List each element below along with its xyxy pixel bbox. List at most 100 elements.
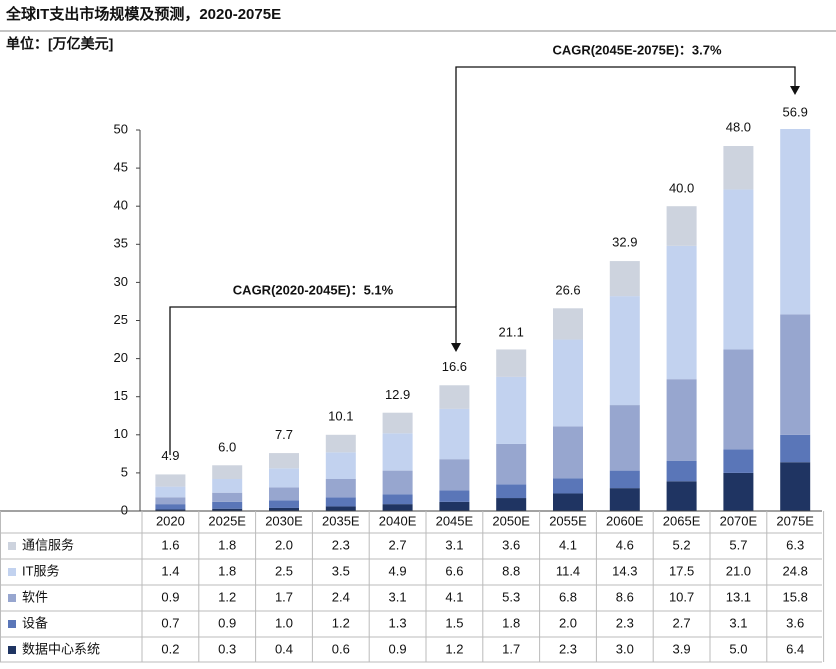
bar-segment <box>212 501 243 509</box>
y-tick-label: 40 <box>114 198 128 213</box>
x-tick-label: 2035E <box>322 513 360 528</box>
table-cell: 2.0 <box>559 615 577 630</box>
x-tick-label: 2070E <box>720 513 758 528</box>
table-cell: 24.8 <box>783 563 808 578</box>
annotation: CAGR(2045E-2075E)：3.7% <box>552 42 722 57</box>
table-cell: 3.1 <box>389 589 407 604</box>
table-cell: 3.0 <box>616 641 634 656</box>
table-cell: 0.4 <box>275 641 293 656</box>
bar-segment <box>609 405 640 471</box>
table-cell: 8.6 <box>616 589 634 604</box>
arrow-head <box>790 86 800 95</box>
table-cell: 2.3 <box>559 641 577 656</box>
x-tick-label: 2065E <box>663 513 701 528</box>
bar-segment <box>553 426 583 479</box>
bar-segment <box>666 481 697 511</box>
table-cell: 1.7 <box>502 641 520 656</box>
bar-segment <box>382 504 413 511</box>
bar-segment <box>212 478 243 493</box>
bar-segment <box>496 443 527 485</box>
bar-segment <box>609 261 640 297</box>
table-cell: 4.1 <box>445 589 463 604</box>
legend-swatch <box>8 568 16 576</box>
bar-segment <box>723 189 754 350</box>
bar-segment <box>780 462 811 511</box>
total-label: 32.9 <box>612 235 637 250</box>
total-label: 26.6 <box>555 283 580 298</box>
table-cell: 2.7 <box>673 615 691 630</box>
bar-segment <box>723 449 754 473</box>
table-cell: 1.8 <box>218 537 236 552</box>
table-cell: 0.9 <box>218 615 236 630</box>
cagr-connector <box>169 306 457 455</box>
bar-segment <box>609 470 640 489</box>
table-cell: 3.6 <box>786 615 804 630</box>
x-tick-label: 2060E <box>606 513 644 528</box>
table-cell: 1.8 <box>218 563 236 578</box>
table-cell: 0.3 <box>218 641 236 656</box>
table-cell: 2.4 <box>332 589 350 604</box>
table-cell: 2.0 <box>275 537 293 552</box>
y-tick-label: 10 <box>114 426 128 441</box>
table-cell: 1.7 <box>275 589 293 604</box>
x-tick-label: 2050E <box>492 513 530 528</box>
bar-segment <box>212 465 243 479</box>
table-cell: 3.1 <box>729 615 747 630</box>
annotation: CAGR(2020-2045E)：5.1% <box>233 282 394 297</box>
y-tick-label: 0 <box>121 502 128 517</box>
table-cell: 3.5 <box>332 563 350 578</box>
bar-segment <box>439 408 470 460</box>
table-cell: 4.9 <box>389 563 407 578</box>
bar-segment <box>325 434 356 453</box>
table-cell: 4.6 <box>616 537 634 552</box>
total-label: 21.1 <box>499 325 524 340</box>
table-cell: 14.3 <box>612 563 637 578</box>
table-cell: 17.5 <box>669 563 694 578</box>
bar-segment <box>553 478 583 494</box>
bar-segment <box>780 434 811 463</box>
x-tick-label: 2045E <box>436 513 474 528</box>
bar-segment <box>155 509 186 511</box>
total-label: 16.6 <box>442 359 467 374</box>
bar-segment <box>269 453 299 469</box>
bar-segment <box>155 474 186 487</box>
table-cell: 1.5 <box>445 615 463 630</box>
y-tick-label: 30 <box>114 274 128 289</box>
bar-segment <box>723 349 754 450</box>
bar-segment <box>496 498 527 511</box>
legend-swatch <box>8 594 16 602</box>
total-label: 6.0 <box>218 440 236 455</box>
y-tick-label: 5 <box>121 464 128 479</box>
bar-segment <box>666 460 697 482</box>
table-cell: 6.4 <box>786 641 804 656</box>
table-cell: 3.9 <box>673 641 691 656</box>
table-cell: 2.7 <box>389 537 407 552</box>
legend-swatch <box>8 646 16 654</box>
legend-label: 软件 <box>22 589 48 604</box>
y-tick-label: 45 <box>114 160 128 175</box>
legend-label: IT服务 <box>22 563 60 578</box>
bar-segment <box>212 508 243 511</box>
table-cell: 1.2 <box>445 641 463 656</box>
bar-segment <box>439 501 470 511</box>
bar-segment <box>609 296 640 406</box>
bar-segment <box>666 245 697 380</box>
table-cell: 1.8 <box>502 615 520 630</box>
legend-swatch <box>8 542 16 550</box>
table-cell: 6.6 <box>445 563 463 578</box>
total-label: 10.1 <box>328 408 353 423</box>
bar-segment <box>496 376 527 444</box>
table-cell: 11.4 <box>556 563 580 578</box>
table-cell: 1.3 <box>389 615 407 630</box>
bar-segment <box>155 497 186 505</box>
table-cell: 2.5 <box>275 563 293 578</box>
bar-segment <box>780 314 811 435</box>
bar-segment <box>269 468 299 488</box>
table-cell: 1.2 <box>218 589 236 604</box>
bar-segment <box>155 504 186 510</box>
table-cell: 0.9 <box>389 641 407 656</box>
table-cell: 3.6 <box>502 537 520 552</box>
y-tick-label: 25 <box>114 312 128 327</box>
bar-segment <box>382 494 413 505</box>
